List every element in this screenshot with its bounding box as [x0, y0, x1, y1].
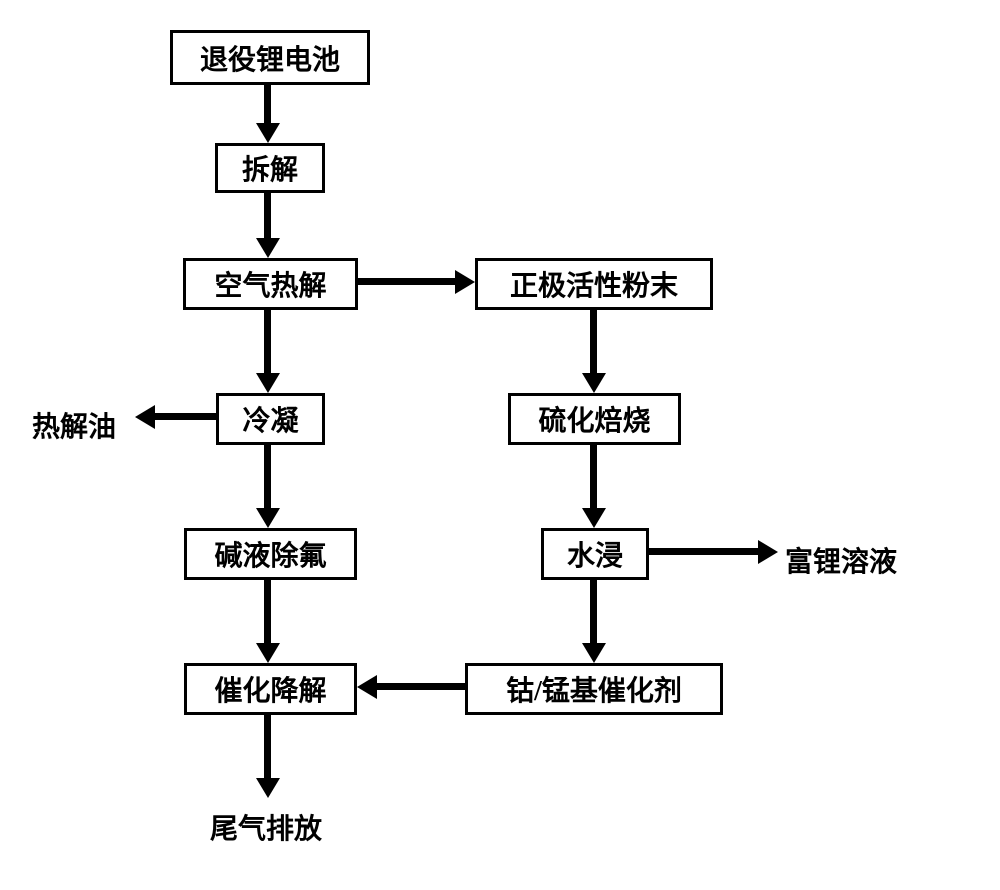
node-catalytic-degradation: 催化降解	[184, 663, 357, 715]
label-exhaust-emission: 尾气排放	[210, 807, 322, 847]
node-label: 正极活性粉末	[510, 264, 678, 304]
arrow-line	[590, 310, 597, 375]
arrow-head	[357, 675, 377, 699]
node-disassembly: 拆解	[215, 143, 325, 193]
node-retired-battery: 退役锂电池	[170, 30, 370, 85]
arrow-line	[590, 580, 597, 645]
label-text: 热解油	[32, 412, 116, 443]
arrow-line	[264, 580, 271, 645]
arrow-line	[358, 278, 457, 285]
arrow-line	[375, 683, 465, 690]
arrow-line	[264, 85, 271, 125]
arrow-head	[582, 373, 606, 393]
label-lithium-solution: 富锂溶液	[785, 540, 897, 580]
node-condensation: 冷凝	[216, 393, 325, 445]
arrow-head	[256, 508, 280, 528]
node-label: 空气热解	[214, 264, 326, 304]
arrow-line	[649, 548, 760, 555]
label-text: 尾气排放	[210, 814, 322, 845]
arrow-line	[264, 193, 271, 240]
node-sulfide-roasting: 硫化焙烧	[508, 393, 681, 445]
node-label: 催化降解	[214, 669, 326, 709]
node-label: 水浸	[567, 534, 623, 574]
node-label: 碱液除氟	[214, 534, 326, 574]
node-label: 退役锂电池	[200, 38, 340, 78]
node-water-leaching: 水浸	[541, 528, 649, 580]
arrow-line	[590, 445, 597, 510]
node-cathode-powder: 正极活性粉末	[475, 258, 713, 310]
arrow-head	[256, 373, 280, 393]
label-pyrolysis-oil: 热解油	[32, 405, 116, 445]
arrow-line	[264, 445, 271, 510]
arrow-line	[264, 715, 271, 780]
arrow-head	[455, 270, 475, 294]
node-label: 冷凝	[242, 399, 298, 439]
arrow-line	[264, 310, 271, 375]
arrow-head	[256, 238, 280, 258]
node-catalyst: 钴/锰基催化剂	[465, 663, 723, 715]
arrow-head	[135, 405, 155, 429]
arrow-head	[256, 123, 280, 143]
arrow-head	[256, 643, 280, 663]
label-text: 富锂溶液	[785, 547, 897, 578]
arrow-head	[758, 540, 778, 564]
node-label: 钴/锰基催化剂	[506, 669, 682, 709]
node-alkali-defluorination: 碱液除氟	[184, 528, 357, 580]
arrow-head	[256, 778, 280, 798]
arrow-line	[153, 413, 216, 420]
arrow-head	[582, 508, 606, 528]
arrow-head	[582, 643, 606, 663]
node-air-pyrolysis: 空气热解	[183, 258, 358, 310]
node-label: 硫化焙烧	[538, 399, 650, 439]
node-label: 拆解	[242, 148, 298, 188]
